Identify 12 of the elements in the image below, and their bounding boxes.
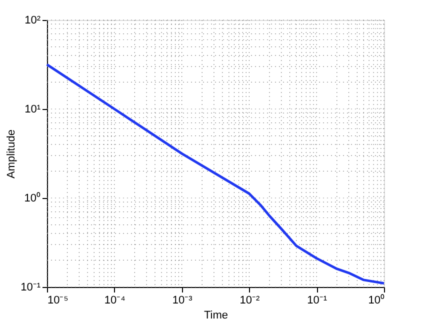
x-tick-label: 10⁻²: [240, 294, 260, 306]
y-axis-title: Amplitude: [6, 130, 18, 178]
x-tick-label: 10⁰: [368, 294, 384, 306]
y-tick-label: 10⁻¹: [20, 282, 41, 294]
y-tick-label: 10¹: [24, 104, 41, 116]
y-tick-label: 10⁰: [24, 192, 40, 204]
x-tick-label: 10⁻⁴: [104, 294, 126, 306]
x-tick-label: 10⁻¹: [307, 294, 328, 306]
x-tick-label: 10⁻³: [172, 294, 193, 306]
x-axis-title: Time: [204, 310, 228, 322]
x-tick-label: 10⁻⁵: [48, 294, 68, 306]
y-tick-label: 10²: [24, 14, 41, 26]
